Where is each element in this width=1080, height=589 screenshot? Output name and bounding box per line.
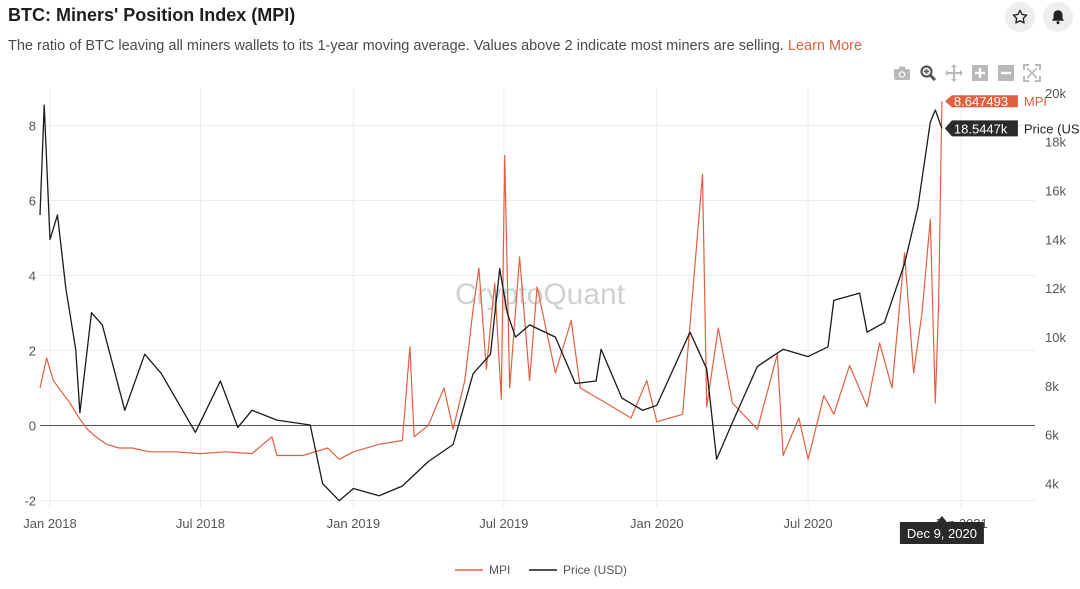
y-right-tick-label: 12k xyxy=(1045,281,1066,296)
x-tick-label: Jan 2020 xyxy=(630,516,684,531)
y-right-tick-label: 16k xyxy=(1045,184,1066,199)
x-tick-label: Jan 2019 xyxy=(327,516,381,531)
mpi-hover-series: MPI xyxy=(1024,94,1047,109)
camera-icon[interactable] xyxy=(892,64,912,82)
star-icon xyxy=(1012,9,1028,24)
description-text: The ratio of BTC leaving all miners wall… xyxy=(8,38,784,54)
x-tick-label: Jul 2018 xyxy=(176,516,225,531)
y-right-tick-label: 14k xyxy=(1045,232,1066,247)
price-hover-box xyxy=(944,120,1018,137)
watermark: CryptoQuant xyxy=(455,278,626,311)
zoom-in-icon[interactable] xyxy=(970,64,990,82)
autoscale-icon[interactable] xyxy=(1022,64,1042,82)
y-left-tick-label: 2 xyxy=(29,344,36,359)
x-tick-label: Jul 2019 xyxy=(479,516,528,531)
y-right-tick-label: 18k xyxy=(1045,135,1066,150)
y-right-tick-label: 4k xyxy=(1045,477,1059,492)
price-hover-value: 18.5447k xyxy=(954,121,1008,136)
page-title: BTC: Miners' Position Index (MPI) xyxy=(8,5,296,25)
mpi-series-line xyxy=(39,101,943,460)
chart-description: The ratio of BTC leaving all miners wall… xyxy=(8,38,862,54)
x-tick-label: Jan 2018 xyxy=(23,516,77,531)
zoom-out-icon[interactable] xyxy=(996,64,1016,82)
y-right-tick-label: 6k xyxy=(1045,428,1059,443)
chart-modebar xyxy=(892,64,1042,82)
legend-label-price: Price (USD) xyxy=(563,563,627,577)
date-hover-label: Dec 9, 2020 xyxy=(907,526,977,541)
y-left-tick-label: 8 xyxy=(29,119,36,134)
mpi-hover-value: 8.647493 xyxy=(954,94,1008,109)
y-left-tick-label: 6 xyxy=(29,194,36,209)
y-right-tick-label: 10k xyxy=(1045,330,1066,345)
zoom-icon[interactable] xyxy=(918,64,938,82)
mpi-hover-box xyxy=(944,95,1018,108)
price-hover-series: Price (USD) xyxy=(1024,121,1080,136)
date-hover-box xyxy=(899,522,984,544)
x-tick-label: Jul 2020 xyxy=(783,516,832,531)
y-right-tick-label: 20k xyxy=(1045,86,1066,101)
price-series-line xyxy=(39,104,943,502)
favorite-button[interactable] xyxy=(1005,2,1035,32)
y-left-tick-label: 0 xyxy=(29,419,36,434)
y-right-tick-label: 8k xyxy=(1045,379,1059,394)
alert-button[interactable] xyxy=(1043,2,1073,32)
learn-more-link[interactable]: Learn More xyxy=(787,38,863,54)
bell-icon xyxy=(1052,10,1064,25)
y-left-tick-label: 4 xyxy=(29,269,36,284)
pan-icon[interactable] xyxy=(944,64,964,82)
date-hover-pointer xyxy=(936,516,947,522)
legend-label-mpi: MPI xyxy=(489,563,510,577)
y-left-tick-label: -2 xyxy=(24,494,36,509)
